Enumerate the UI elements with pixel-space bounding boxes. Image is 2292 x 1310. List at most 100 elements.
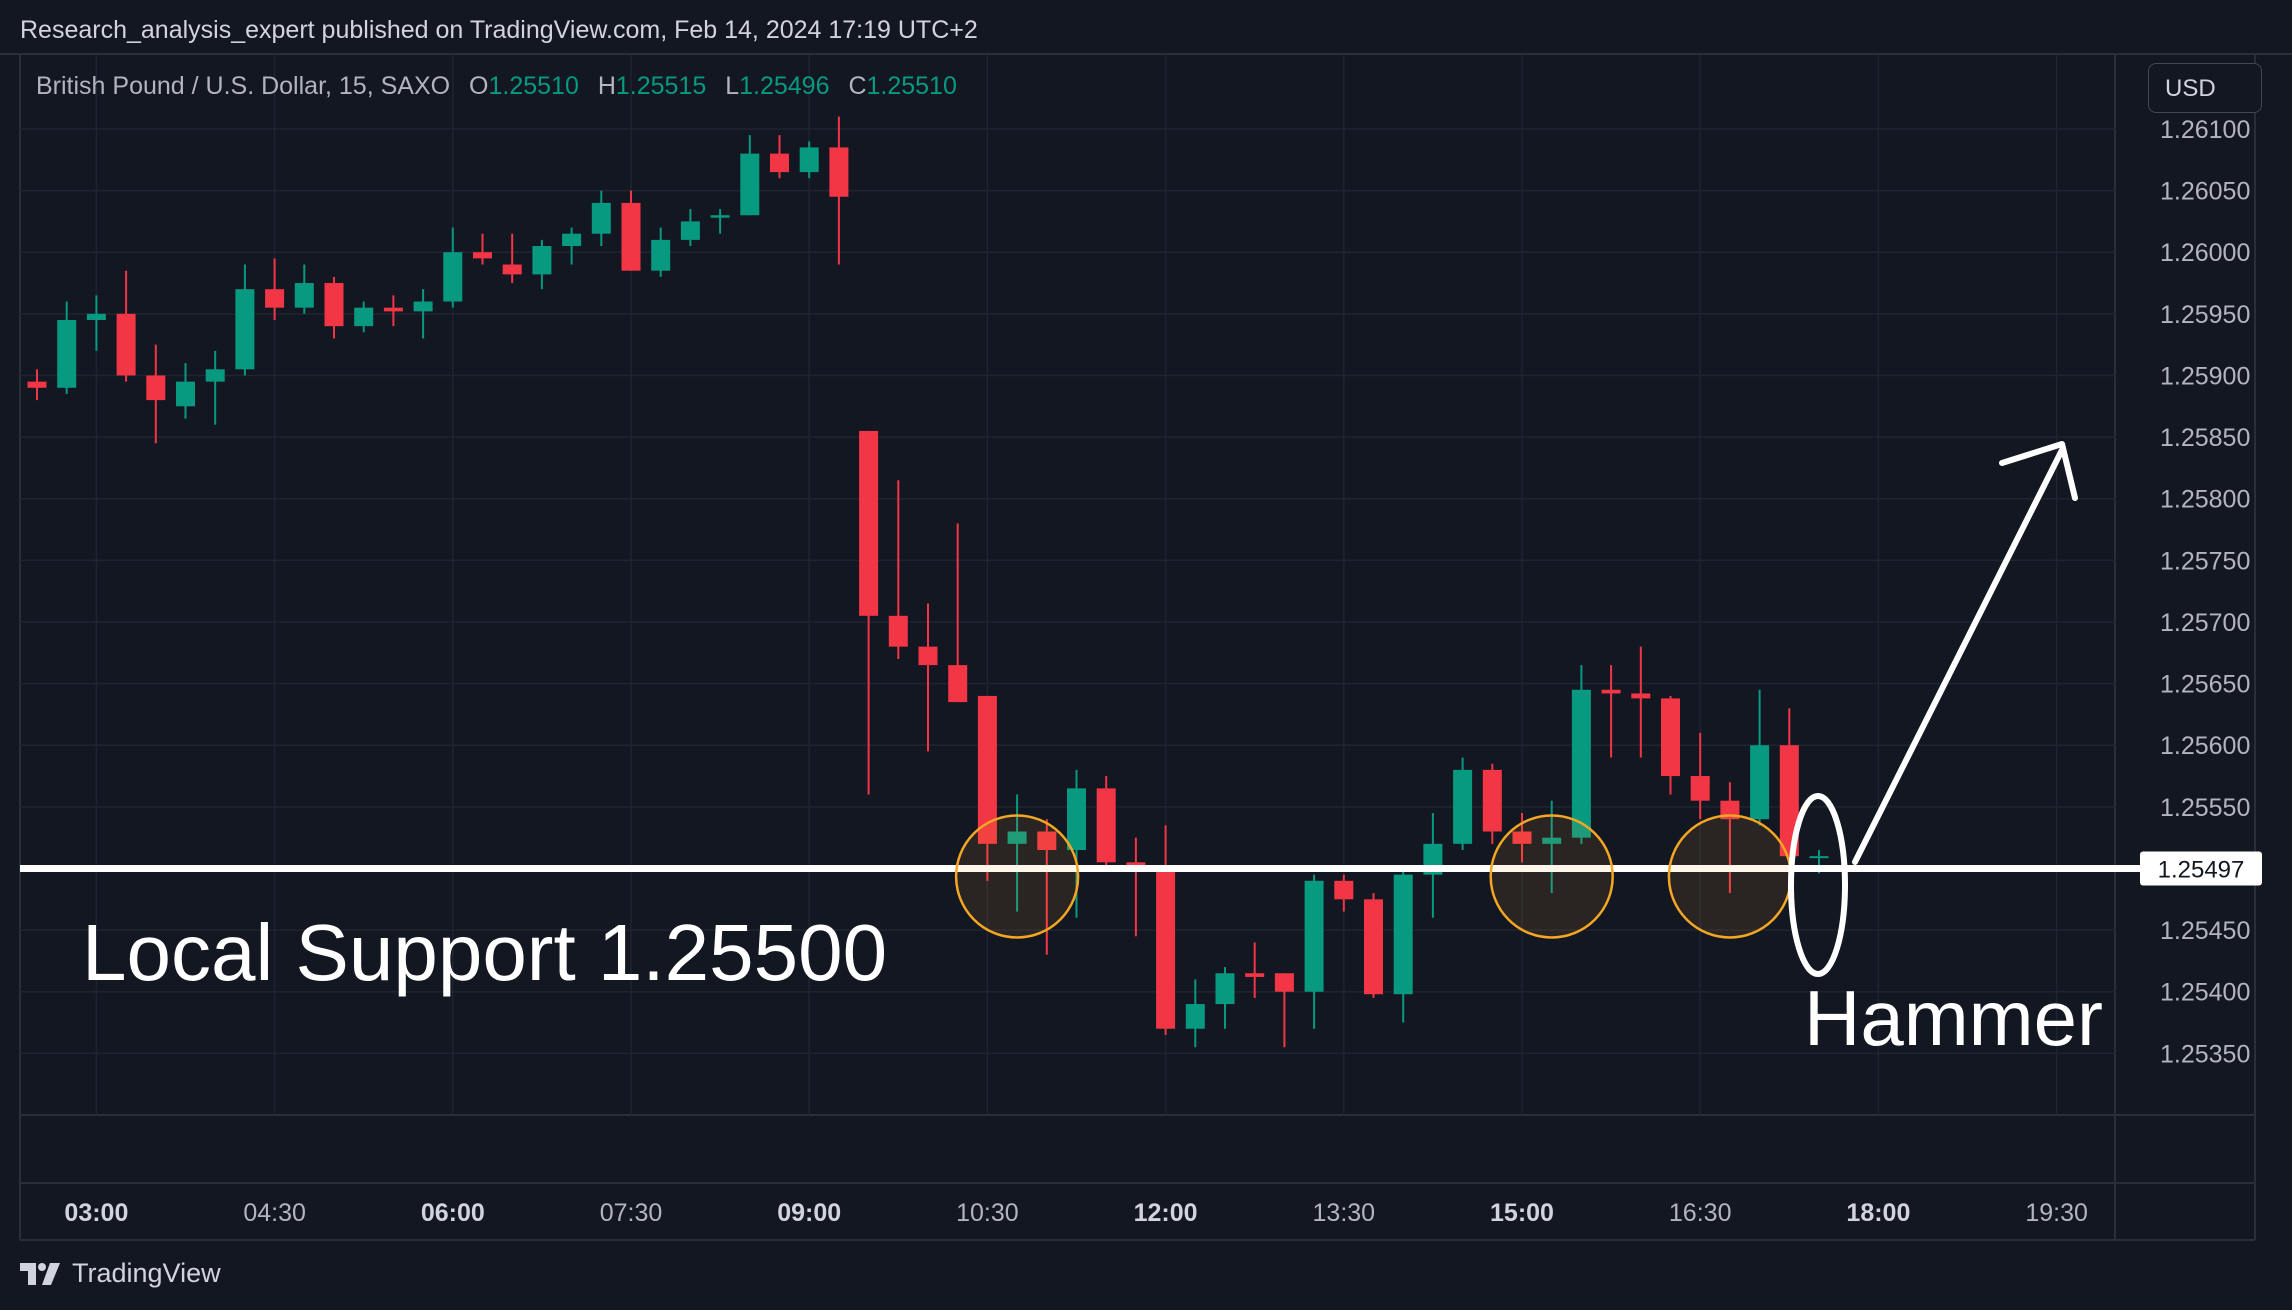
candle xyxy=(354,301,374,333)
candle-body xyxy=(1631,693,1651,699)
legend-open-label: O xyxy=(469,72,489,100)
y-tick-label: 1.25600 xyxy=(2160,732,2250,760)
candle-body xyxy=(413,301,433,312)
candle-body xyxy=(1067,788,1086,850)
tradingview-logo-icon xyxy=(20,1262,60,1285)
candle-body xyxy=(176,381,195,407)
y-tick-label: 1.25900 xyxy=(2160,362,2250,390)
candle xyxy=(1631,646,1651,758)
candle xyxy=(235,264,255,376)
x-tick-label: 19:30 xyxy=(2025,1199,2088,1227)
y-tick-label: 1.25750 xyxy=(2160,547,2250,575)
candle-body xyxy=(265,289,285,308)
candle xyxy=(57,301,77,394)
x-tick-label: 13:30 xyxy=(1313,1199,1376,1227)
candle xyxy=(116,270,136,382)
candle-body xyxy=(1482,769,1502,832)
legend-low-label: L xyxy=(725,72,740,100)
tradingview-logo[interactable]: TradingView xyxy=(20,1258,221,1289)
candle-body xyxy=(1601,689,1621,694)
candle-body xyxy=(57,320,77,388)
legend-high-value: 1.25515 xyxy=(615,72,707,100)
candle-body xyxy=(948,665,968,703)
support-touch-circle xyxy=(1489,814,1614,939)
y-tick-label: 1.26050 xyxy=(2160,178,2250,206)
legend-close-value: 1.25510 xyxy=(866,72,957,100)
x-tick-label: 15:00 xyxy=(1490,1199,1554,1227)
candle xyxy=(591,190,611,247)
candle xyxy=(948,523,968,703)
legend-open-value: 1.25510 xyxy=(488,72,579,100)
y-tick-label: 1.25400 xyxy=(2160,979,2250,1007)
candle xyxy=(1304,874,1324,1029)
x-tick-label: 10:30 xyxy=(956,1199,1019,1227)
candle xyxy=(888,480,908,659)
support-touch-circle xyxy=(1667,814,1793,939)
candle xyxy=(413,289,433,339)
candle xyxy=(324,276,344,339)
y-tick-label: 1.25450 xyxy=(2160,917,2250,945)
candle-body xyxy=(473,252,492,259)
candle-body xyxy=(1245,973,1265,977)
candle xyxy=(1750,689,1770,826)
candle-body xyxy=(710,215,730,218)
x-tick-label: 07:30 xyxy=(600,1199,663,1227)
y-tick-label: 1.25850 xyxy=(2160,424,2250,452)
candle xyxy=(205,350,225,425)
candle-body xyxy=(888,615,908,647)
candle-body xyxy=(1750,745,1770,820)
support-touch-circle xyxy=(954,814,1080,939)
candle-body xyxy=(146,375,166,401)
hammer-label: Hammer xyxy=(1804,974,2103,1062)
candle-body xyxy=(740,153,760,216)
candle-body xyxy=(1215,973,1235,1005)
hammer-ellipse xyxy=(1788,793,1848,977)
candle xyxy=(1334,874,1354,912)
legend-high-label: H xyxy=(597,72,616,100)
candle-body xyxy=(86,313,106,320)
candle xyxy=(977,695,997,881)
candle xyxy=(799,141,819,179)
candle-body xyxy=(1512,831,1532,844)
candle xyxy=(829,116,849,265)
candle-body xyxy=(383,307,403,312)
candle xyxy=(562,227,582,265)
candle xyxy=(1274,973,1294,1048)
candle xyxy=(1482,763,1502,844)
grid xyxy=(0,53,2292,1241)
last-price-tag xyxy=(2140,851,2262,886)
currency-button[interactable]: USD xyxy=(2148,63,2262,113)
last-price-label: 1.25497 xyxy=(2158,856,2245,883)
candle xyxy=(1007,794,1027,912)
x-tick-label: 18:00 xyxy=(1846,1199,1910,1227)
x-tick-label: 04:30 xyxy=(243,1199,306,1227)
candle xyxy=(621,190,641,271)
candle xyxy=(1037,819,1057,955)
x-tick-label: 09:00 xyxy=(777,1199,841,1227)
candle xyxy=(1126,837,1146,937)
candle-body xyxy=(859,430,879,616)
candle-body xyxy=(1037,831,1057,850)
candle-body xyxy=(1334,880,1354,900)
up-arrow-shaft xyxy=(1852,447,2065,865)
candle xyxy=(383,295,403,327)
candle xyxy=(1571,665,1591,844)
candle-body xyxy=(918,646,938,666)
candle xyxy=(1185,979,1205,1048)
candle-body xyxy=(591,202,611,234)
candle-body xyxy=(1542,837,1562,844)
candle xyxy=(532,239,552,290)
candle-body xyxy=(116,313,136,376)
candle xyxy=(1156,825,1176,1035)
candle xyxy=(1215,967,1235,1029)
legend-low-value: 1.25496 xyxy=(739,72,830,100)
candle xyxy=(859,430,879,795)
candle xyxy=(1601,665,1621,758)
y-tick-label: 1.26000 xyxy=(2160,239,2250,267)
candle-body xyxy=(1809,856,1829,859)
candle-body xyxy=(651,239,671,271)
candle-body xyxy=(799,147,819,173)
up-arrow-head xyxy=(1999,441,2078,501)
support-label: Local Support 1.25500 xyxy=(82,908,887,997)
